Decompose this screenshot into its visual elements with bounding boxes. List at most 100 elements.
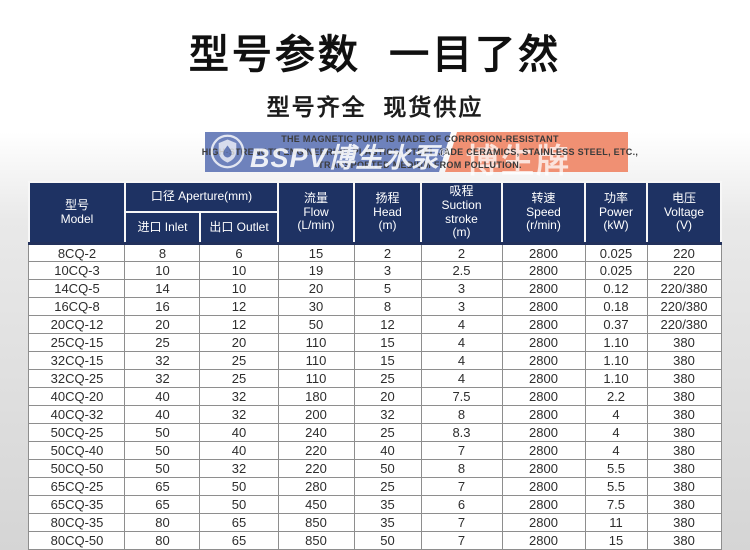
cell-model: 50CQ-50 <box>28 459 126 479</box>
spec-table: 型号 Model 口径 Aperture(mm) 流量 Flow (L/min)… <box>27 180 722 550</box>
cell-voltage: 220 <box>646 261 722 281</box>
brand-watermark: BSPV博生水泵® <box>250 136 449 175</box>
header-suction: 吸程 Suction stroke (m) <box>420 181 503 245</box>
table-row: 50CQ-50 50 32 220 50 8 2800 5.5 380 <box>28 459 722 479</box>
cell-suction: 3 <box>420 297 503 317</box>
cell-inlet: 65 <box>124 477 201 497</box>
brand-shield-icon <box>209 133 246 175</box>
header-flow: 流量 Flow (L/min) <box>277 181 355 245</box>
cell-suction: 8 <box>420 459 503 479</box>
cell-voltage: 380 <box>646 333 722 353</box>
cell-outlet: 10 <box>199 261 279 281</box>
cell-flow: 110 <box>277 333 355 353</box>
cell-power: 4 <box>584 405 648 425</box>
cell-flow: 850 <box>277 531 355 550</box>
cell-voltage: 380 <box>646 423 722 443</box>
cell-voltage: 220/380 <box>646 315 722 335</box>
banner-line-2: HIGH-STRENGTH ENGINEERING PLASTICS, STEE… <box>201 147 639 157</box>
cell-flow: 50 <box>277 315 355 335</box>
cell-suction: 2 <box>420 243 503 263</box>
cell-suction: 4 <box>420 351 503 371</box>
cell-power: 7.5 <box>584 495 648 515</box>
cell-suction: 7 <box>420 441 503 461</box>
cell-suction: 2.5 <box>420 261 503 281</box>
cell-power: 1.10 <box>584 369 648 389</box>
cell-flow: 110 <box>277 351 355 371</box>
cell-voltage: 380 <box>646 495 722 515</box>
cell-flow: 30 <box>277 297 355 317</box>
cell-speed: 2800 <box>501 495 586 515</box>
cell-voltage: 380 <box>646 369 722 389</box>
cell-inlet: 14 <box>124 279 201 299</box>
cell-outlet: 32 <box>199 405 279 425</box>
cell-model: 65CQ-35 <box>28 495 126 515</box>
cell-voltage: 380 <box>646 405 722 425</box>
cell-suction: 8.3 <box>420 423 503 443</box>
cell-speed: 2800 <box>501 315 586 335</box>
cell-head: 32 <box>353 405 422 425</box>
cell-flow: 850 <box>277 513 355 533</box>
cell-flow: 20 <box>277 279 355 299</box>
cell-power: 4 <box>584 423 648 443</box>
page-title: 型号参数 一目了然 <box>188 33 562 77</box>
cell-head: 25 <box>353 477 422 497</box>
cell-outlet: 65 <box>199 513 279 533</box>
cell-speed: 2800 <box>501 333 586 353</box>
cell-outlet: 50 <box>199 495 279 515</box>
cell-voltage: 380 <box>646 441 722 461</box>
cell-outlet: 40 <box>199 441 279 461</box>
cell-outlet: 40 <box>199 423 279 443</box>
cell-flow: 450 <box>277 495 355 515</box>
spec-table-header: 型号 Model 口径 Aperture(mm) 流量 Flow (L/min)… <box>27 180 722 245</box>
table-row: 40CQ-20 40 32 180 20 7.5 2800 2.2 380 <box>28 387 722 407</box>
cell-head: 3 <box>353 261 422 281</box>
cell-model: 32CQ-15 <box>28 351 126 371</box>
cell-model: 16CQ-8 <box>28 297 126 317</box>
cell-speed: 2800 <box>501 243 586 263</box>
cell-outlet: 12 <box>199 315 279 335</box>
cell-inlet: 80 <box>124 513 201 533</box>
table-row: 40CQ-32 40 32 200 32 8 2800 4 380 <box>28 405 722 425</box>
cell-inlet: 10 <box>124 261 201 281</box>
cell-head: 2 <box>353 243 422 263</box>
table-row: 65CQ-35 65 50 450 35 6 2800 7.5 380 <box>28 495 722 515</box>
cell-voltage: 380 <box>646 387 722 407</box>
cell-voltage: 380 <box>646 477 722 497</box>
header-speed: 转速 Speed (r/min) <box>501 181 586 245</box>
cell-flow: 15 <box>277 243 355 263</box>
cell-speed: 2800 <box>501 369 586 389</box>
header-aperture: 口径 Aperture(mm) <box>123 180 280 214</box>
cell-suction: 3 <box>420 279 503 299</box>
cell-suction: 7 <box>420 513 503 533</box>
cell-speed: 2800 <box>501 531 586 550</box>
cell-inlet: 40 <box>124 387 201 407</box>
header-model: 型号 Model <box>27 181 126 245</box>
table-row: 25CQ-15 25 20 110 15 4 2800 1.10 380 <box>28 333 722 353</box>
cell-flow: 110 <box>277 369 355 389</box>
header-power: 功率 Power (kW) <box>584 181 648 245</box>
table-row: 50CQ-25 50 40 240 25 8.3 2800 4 380 <box>28 423 722 443</box>
cell-head: 25 <box>353 423 422 443</box>
cell-inlet: 50 <box>124 459 201 479</box>
cell-suction: 7.5 <box>420 387 503 407</box>
table-row: 80CQ-50 80 65 850 50 7 2800 15 380 <box>28 531 722 550</box>
cell-flow: 220 <box>277 441 355 461</box>
banner-blue-box <box>205 132 451 172</box>
cell-head: 35 <box>353 513 422 533</box>
cell-voltage: 220/380 <box>646 279 722 299</box>
cell-model: 50CQ-40 <box>28 441 126 461</box>
cell-head: 40 <box>353 441 422 461</box>
cell-head: 15 <box>353 351 422 371</box>
cell-power: 0.12 <box>584 279 648 299</box>
cell-model: 65CQ-25 <box>28 477 126 497</box>
cell-outlet: 25 <box>199 351 279 371</box>
cell-outlet: 32 <box>199 459 279 479</box>
cell-speed: 2800 <box>501 387 586 407</box>
table-row: 80CQ-35 80 65 850 35 7 2800 11 380 <box>28 513 722 533</box>
cell-flow: 19 <box>277 261 355 281</box>
cell-inlet: 25 <box>124 333 201 353</box>
brand-badge: 博生牌 <box>466 142 571 179</box>
cell-suction: 6 <box>420 495 503 515</box>
cell-suction: 8 <box>420 405 503 425</box>
cell-model: 40CQ-32 <box>28 405 126 425</box>
